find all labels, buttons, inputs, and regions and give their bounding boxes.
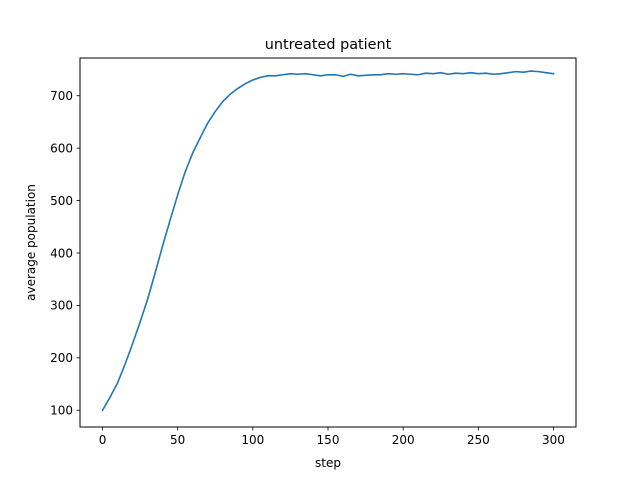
x-tick-label: 200 bbox=[392, 433, 415, 447]
x-tick-label: 50 bbox=[170, 433, 185, 447]
plot-series bbox=[101, 70, 555, 412]
population-series-line bbox=[101, 70, 555, 412]
y-tick-label: 300 bbox=[50, 299, 73, 313]
x-tick-label: 150 bbox=[317, 433, 340, 447]
x-tick-label: 300 bbox=[542, 433, 565, 447]
y-tick-label: 700 bbox=[50, 89, 73, 103]
y-tick-label: 500 bbox=[50, 194, 73, 208]
axis-ticks: 0 50 100 150 200 250 300 100 200 300 400 500 600 700 bbox=[50, 89, 565, 447]
y-tick-label: 600 bbox=[50, 141, 73, 155]
y-tick-label: 400 bbox=[50, 246, 73, 260]
chart-title: untreated patient bbox=[265, 37, 392, 53]
y-axis-label: average population bbox=[24, 184, 38, 301]
x-tick-label: 250 bbox=[467, 433, 490, 447]
x-tick-label: 0 bbox=[99, 433, 107, 447]
x-tick-label: 100 bbox=[241, 433, 264, 447]
x-axis-label: step bbox=[315, 456, 341, 470]
y-tick-label: 100 bbox=[50, 404, 73, 418]
y-tick-label: 200 bbox=[50, 351, 73, 365]
plot-frame bbox=[79, 57, 577, 428]
